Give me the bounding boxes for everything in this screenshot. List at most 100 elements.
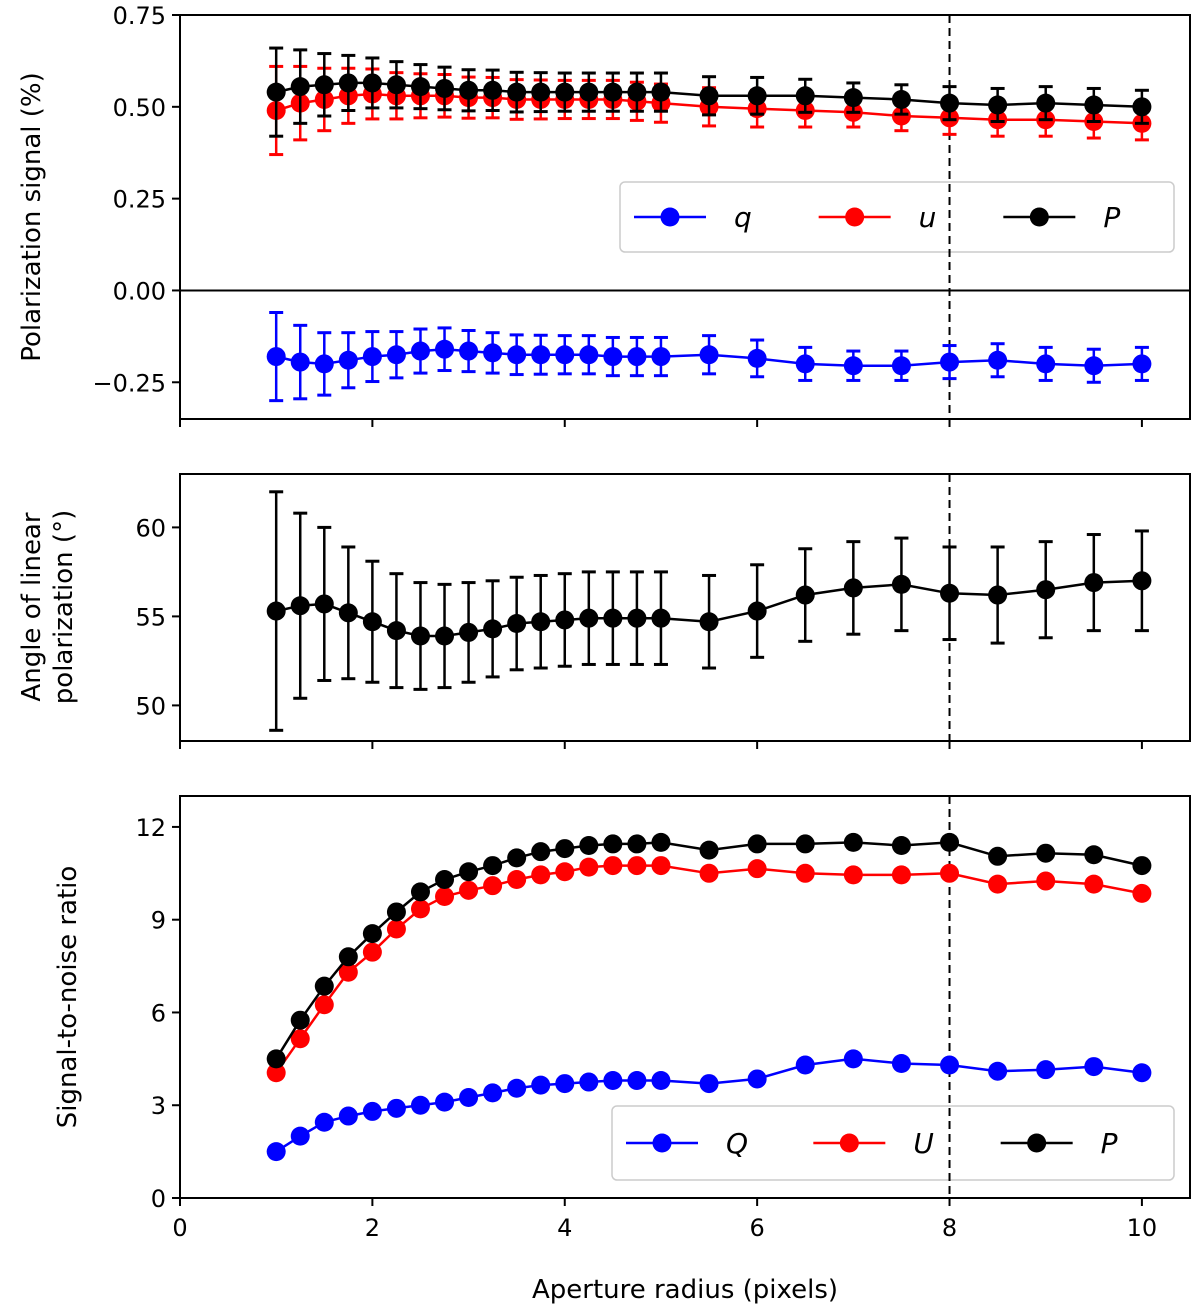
data-point [410, 341, 430, 361]
series-line [275, 864, 1143, 1074]
series-U [266, 856, 1152, 1083]
data-point [603, 82, 623, 102]
data-point [555, 839, 575, 859]
data-point [699, 863, 719, 883]
data-point [603, 1070, 623, 1090]
data-point [266, 1063, 286, 1083]
data-point [410, 626, 430, 646]
data-point [627, 608, 647, 628]
data-point [314, 594, 334, 614]
data-point [290, 1029, 310, 1049]
data-point [603, 608, 623, 628]
y-tick-label: 50 [135, 692, 166, 720]
x-tick-label: 8 [942, 1214, 957, 1242]
data-point [1036, 1060, 1056, 1080]
panel-polarization-signal: Polarization signal (%) q u P −0.25 0.00 0.2… [17, 2, 1191, 427]
data-point [386, 919, 406, 939]
data-point [266, 1142, 286, 1162]
legend-label: U [913, 1127, 934, 1160]
y-tick-label: −0.25 [92, 369, 166, 397]
data-point [555, 82, 575, 102]
data-point [579, 857, 599, 877]
x-axis-label: Aperture radius (pixels) [532, 1275, 838, 1305]
data-point [747, 859, 767, 879]
plot-frame [179, 795, 1191, 1199]
data-point [314, 995, 334, 1015]
x-tick-label: 6 [750, 1214, 765, 1242]
y-tick-label: 0.25 [113, 186, 166, 214]
data-point [843, 88, 863, 108]
data-point [1084, 845, 1104, 865]
x-tick-label: 10 [1127, 1214, 1158, 1242]
data-point [290, 1126, 310, 1146]
data-point [940, 832, 960, 852]
data-point [699, 345, 719, 365]
data-point [843, 578, 863, 598]
legend-label: u [919, 201, 937, 234]
data-point [940, 863, 960, 883]
data-point [651, 856, 671, 876]
legend-marker [652, 1133, 672, 1153]
data-point [603, 347, 623, 367]
series-angle [266, 490, 1152, 732]
data-point [747, 834, 767, 854]
y-axis-label: Signal-to-noise ratio [53, 866, 83, 1129]
data-point [531, 345, 551, 365]
data-point [651, 608, 671, 628]
data-point [699, 86, 719, 106]
data-point [314, 976, 334, 996]
data-point [627, 82, 647, 102]
data-point [747, 601, 767, 621]
data-point [266, 1049, 286, 1069]
data-point [290, 77, 310, 97]
data-point [362, 1101, 382, 1121]
data-point [795, 863, 815, 883]
data-point [988, 95, 1008, 115]
data-point [555, 862, 575, 882]
data-point [507, 848, 527, 868]
data-point [795, 86, 815, 106]
data-point [362, 924, 382, 944]
data-point [410, 77, 430, 97]
panel-signal-to-noise: Signal-to-noise ratio Aperture radius (p… [53, 795, 1191, 1305]
data-point [435, 626, 455, 646]
data-point [747, 86, 767, 106]
data-point [483, 343, 503, 363]
data-point [795, 354, 815, 374]
legend-marker [660, 207, 680, 227]
data-point [531, 1075, 551, 1095]
data-point [507, 82, 527, 102]
legend-frame [619, 181, 1175, 253]
data-point [988, 1061, 1008, 1081]
data-point [843, 356, 863, 376]
data-point [1084, 95, 1104, 115]
data-point [362, 612, 382, 632]
legend-marker [845, 207, 865, 227]
series-P [266, 832, 1152, 1069]
data-point [843, 865, 863, 885]
data-point [410, 899, 430, 919]
data-point [651, 1070, 671, 1090]
data-point [1036, 871, 1056, 891]
series-Q [266, 1049, 1152, 1162]
data-point [459, 880, 479, 900]
data-point [699, 1074, 719, 1094]
data-point [386, 621, 406, 641]
y-tick-label: 0.50 [113, 94, 166, 122]
legend-marker [1029, 207, 1049, 227]
data-point [891, 835, 911, 855]
data-point [531, 842, 551, 862]
data-point [891, 574, 911, 594]
data-point [386, 902, 406, 922]
data-point [1084, 573, 1104, 593]
data-point [362, 942, 382, 962]
y-tick-label: 0.75 [113, 2, 166, 30]
data-point [843, 1049, 863, 1069]
data-point [627, 856, 647, 876]
data-point [891, 356, 911, 376]
data-point [1132, 97, 1152, 117]
data-point [891, 865, 911, 885]
data-point [338, 350, 358, 370]
